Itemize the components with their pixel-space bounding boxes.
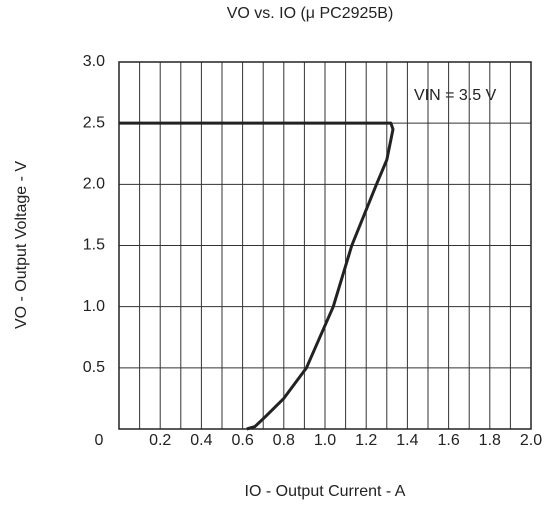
x-tick-label: 1.4 — [396, 432, 418, 449]
y-axis-label: VO - Output Voltage - V — [13, 161, 30, 329]
y-tick-label: 2.0 — [83, 176, 105, 193]
x-tick-label: 2.0 — [520, 432, 542, 449]
y-tick-label: 1.0 — [83, 298, 105, 315]
line-series — [119, 121, 395, 431]
annotation: VIN = 3.5 V — [414, 87, 497, 104]
y-tick-label: 2.5 — [83, 114, 105, 131]
x-tick-label: 0.6 — [231, 432, 253, 449]
origin-label: 0 — [95, 432, 104, 449]
x-axis-label: IO - Output Current - A — [245, 483, 406, 500]
annotation-bg — [413, 83, 523, 109]
chart-title: VO vs. IO (μ PC2925B) — [227, 5, 394, 22]
x-tick-label: 0.2 — [149, 432, 171, 449]
x-tick-label: 0.4 — [190, 432, 212, 449]
x-tick-label: 0.8 — [273, 432, 295, 449]
x-tick-label: 1.0 — [314, 432, 336, 449]
x-tick-label: 1.8 — [479, 432, 501, 449]
plot-frame — [118, 61, 532, 430]
y-tick-label: 3.0 — [83, 53, 105, 70]
x-tick-label: 1.6 — [437, 432, 459, 449]
x-tick-label: 1.2 — [355, 432, 377, 449]
y-tick-label: 1.5 — [83, 237, 105, 254]
y-tick-label: 0.5 — [83, 359, 105, 376]
